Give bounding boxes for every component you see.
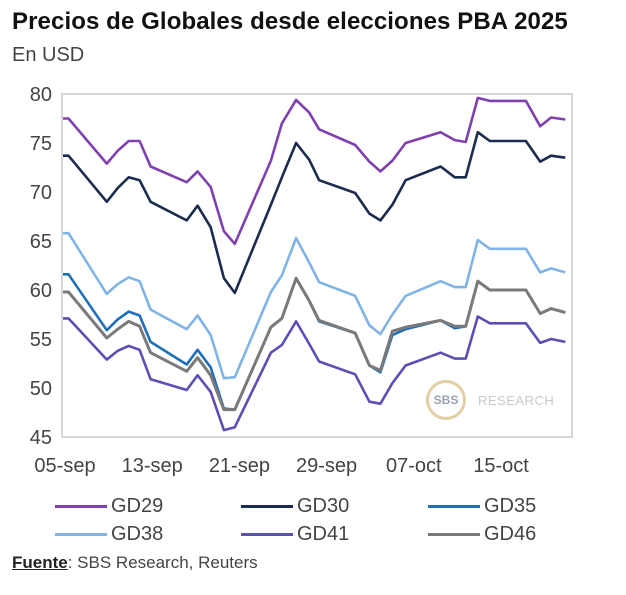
series-line-gd30 [63,130,566,295]
y-tick-label: 60 [30,280,52,302]
x-tick-label: 07-oct [386,455,442,477]
legend-label: GD46 [484,523,537,545]
x-tick-label: 05-sep [34,455,95,477]
watermark-text: RESEARCH [478,392,555,408]
y-tick-label: 75 [30,133,52,155]
x-axis: 05-sep 13-sep 21-sep 29-sep 07-oct 15-oct [34,455,529,477]
legend-swatch [55,533,107,536]
plot-area-frame [61,93,573,438]
series-line-gd41 [63,315,566,432]
legend-swatch [241,533,293,536]
chart-subtitle: En USD [12,44,85,66]
legend-item-gd41: GD41 [241,523,349,546]
legend-swatch [241,505,293,508]
y-tick-label: 50 [30,378,52,400]
x-tick-label: 13-sep [122,455,183,477]
legend-item-gd35: GD35 [428,495,536,518]
y-tick-label: 55 [30,329,52,351]
y-axis: 80 75 70 65 60 55 50 45 [30,84,52,449]
series-lines [63,96,566,432]
y-tick-label: 45 [30,427,52,449]
legend-item-gd38: GD38 [55,523,163,546]
legend-swatch [428,505,480,508]
series-line-gd46 [63,276,566,412]
series-line-gd29 [63,96,566,246]
source-note: Fuente: SBS Research, Reuters [12,553,258,573]
y-tick-label: 70 [30,182,52,204]
legend-item-gd30: GD30 [241,495,349,518]
legend-label: GD29 [111,495,164,517]
legend-swatch [428,533,480,536]
legend-swatch [55,505,107,508]
sbs-research-watermark: SBS RESEARCH [426,380,554,420]
chart-title: Precios de Globales desde elecciones PBA… [12,8,568,35]
y-tick-label: 65 [30,231,52,253]
legend-label: GD35 [484,495,537,517]
source-text: : SBS Research, Reuters [67,553,258,572]
source-label: Fuente [12,553,68,572]
legend-label: GD41 [297,523,350,545]
legend-item-gd46: GD46 [428,523,536,546]
legend-item-gd29: GD29 [55,495,163,518]
sbs-logo-icon: SBS [426,380,466,420]
legend-label: GD30 [297,495,350,517]
legend-label: GD38 [111,523,164,545]
x-tick-label: 21-sep [209,455,270,477]
y-tick-label: 80 [30,84,52,106]
series-line-gd38 [63,231,566,380]
x-tick-label: 15-oct [473,455,529,477]
x-tick-label: 29-sep [296,455,357,477]
